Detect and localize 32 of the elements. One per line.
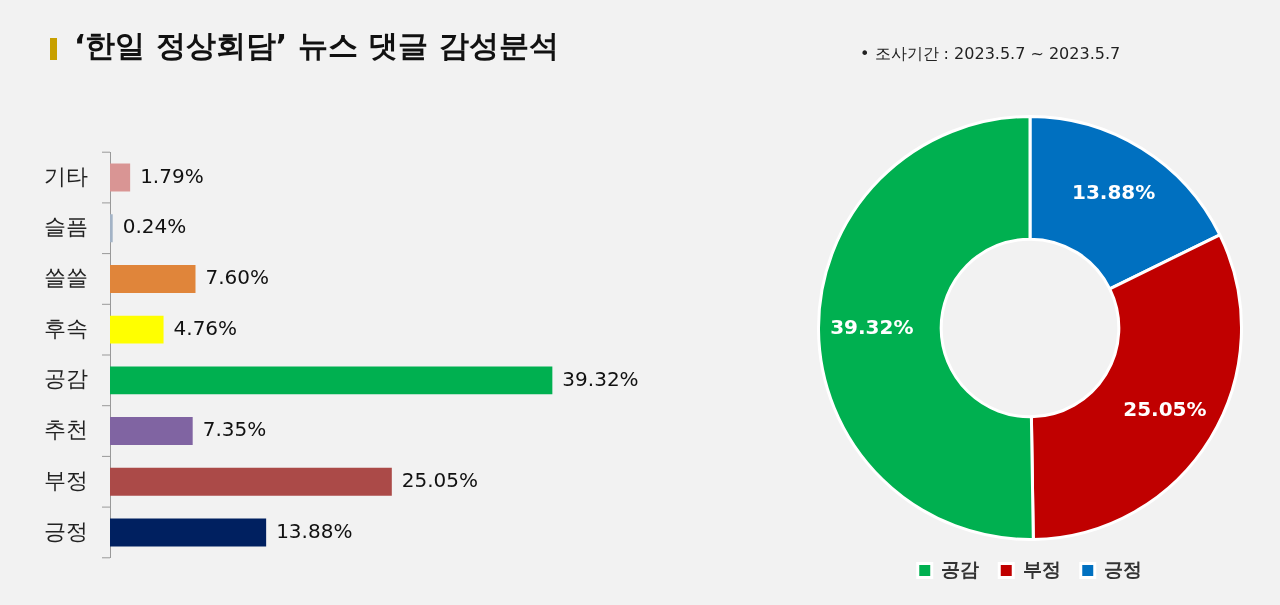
bar xyxy=(110,214,113,243)
data-label: 0.24% xyxy=(122,214,187,239)
data-label: 7.60% xyxy=(205,265,270,290)
y-tick-label: 쓸쓸 xyxy=(44,265,88,291)
y-tick-label: 기타 xyxy=(44,163,88,189)
bar xyxy=(110,467,392,496)
y-tick-label: 공감 xyxy=(44,366,88,392)
bar xyxy=(110,163,131,192)
legend-label: 긍정 xyxy=(1104,558,1143,580)
y-tick-label: 후속 xyxy=(44,315,88,341)
y-tick-label: 부정 xyxy=(44,467,88,493)
data-label: 7.35% xyxy=(202,417,267,442)
bar xyxy=(110,315,164,344)
y-tick-label: 긍정 xyxy=(44,518,88,544)
data-label: 39.32% xyxy=(830,315,914,340)
chart-title: ‘한일 정상회담’ 뉴스 댓글 감성분석 xyxy=(74,27,559,65)
text: • 조사기간 : 2023.5.7 ~ 2023.5.7 xyxy=(860,44,1121,65)
data-label: 25.05% xyxy=(401,467,479,492)
data-label: 25.05% xyxy=(1123,396,1207,421)
data-label: 4.76% xyxy=(173,315,238,340)
data-label: 13.88% xyxy=(276,518,353,543)
data-label: 39.32% xyxy=(562,366,639,391)
data-label: 1.79% xyxy=(140,163,204,188)
legend-label: 공감 xyxy=(941,558,980,580)
data-label: 13.88% xyxy=(1071,179,1156,204)
bar xyxy=(110,366,553,395)
legend-label: 부정 xyxy=(1022,558,1061,580)
y-tick-label: 추천 xyxy=(44,417,88,443)
bar xyxy=(110,518,267,547)
bar xyxy=(110,265,196,293)
bar xyxy=(110,417,193,445)
y-tick-label: 슬픔 xyxy=(44,214,88,240)
